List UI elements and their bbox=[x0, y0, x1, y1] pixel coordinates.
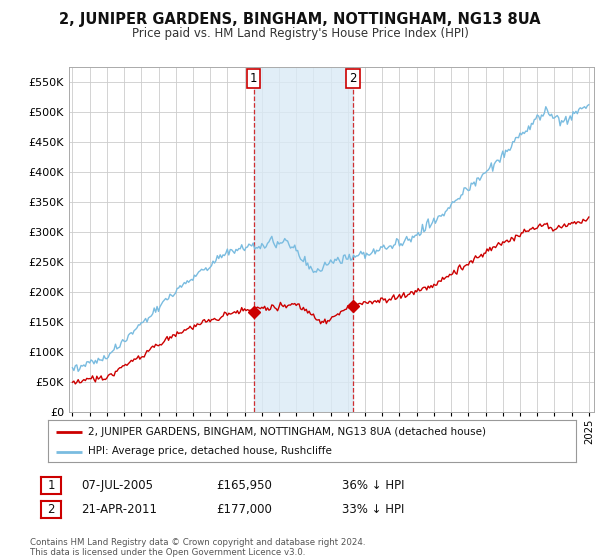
Text: £177,000: £177,000 bbox=[216, 503, 272, 516]
Text: 1: 1 bbox=[47, 479, 55, 492]
Text: 2: 2 bbox=[47, 503, 55, 516]
Text: £165,950: £165,950 bbox=[216, 479, 272, 492]
Text: 2, JUNIPER GARDENS, BINGHAM, NOTTINGHAM, NG13 8UA (detached house): 2, JUNIPER GARDENS, BINGHAM, NOTTINGHAM,… bbox=[88, 427, 485, 437]
Text: 2: 2 bbox=[349, 72, 357, 85]
Text: 2, JUNIPER GARDENS, BINGHAM, NOTTINGHAM, NG13 8UA: 2, JUNIPER GARDENS, BINGHAM, NOTTINGHAM,… bbox=[59, 12, 541, 27]
Text: 36% ↓ HPI: 36% ↓ HPI bbox=[342, 479, 404, 492]
Text: 07-JUL-2005: 07-JUL-2005 bbox=[81, 479, 153, 492]
Text: Contains HM Land Registry data © Crown copyright and database right 2024.
This d: Contains HM Land Registry data © Crown c… bbox=[30, 538, 365, 557]
Bar bbox=[254, 67, 353, 412]
Text: Price paid vs. HM Land Registry's House Price Index (HPI): Price paid vs. HM Land Registry's House … bbox=[131, 27, 469, 40]
Text: HPI: Average price, detached house, Rushcliffe: HPI: Average price, detached house, Rush… bbox=[88, 446, 331, 456]
Text: 21-APR-2011: 21-APR-2011 bbox=[81, 503, 157, 516]
Text: 33% ↓ HPI: 33% ↓ HPI bbox=[342, 503, 404, 516]
Text: 1: 1 bbox=[250, 72, 257, 85]
